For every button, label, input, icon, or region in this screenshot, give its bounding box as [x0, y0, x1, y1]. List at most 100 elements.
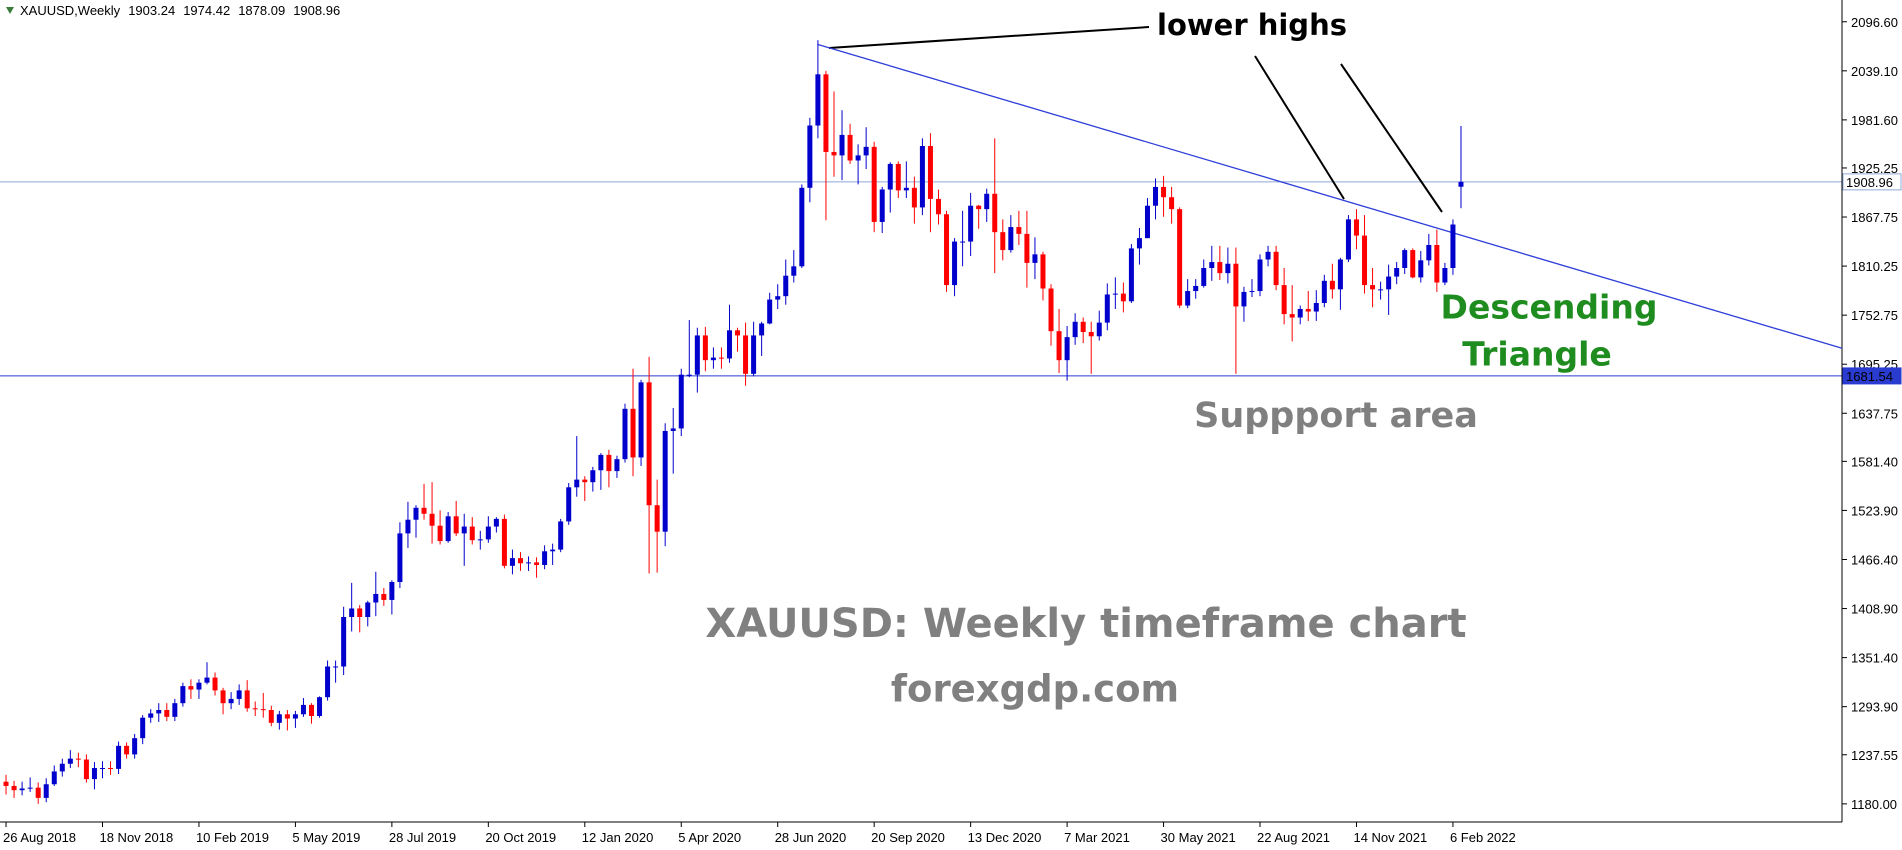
x-tick-label: 22 Aug 2021 [1257, 830, 1330, 845]
candle-body [485, 526, 491, 540]
header-value: 1878.09 [238, 3, 285, 18]
candle-body [284, 714, 290, 719]
candle-body [678, 374, 684, 429]
candle-body [1418, 260, 1424, 278]
candle-body [11, 785, 17, 791]
candle-body [566, 487, 572, 522]
candle-body [1169, 197, 1175, 210]
candle-body [300, 704, 306, 715]
candle-body [373, 593, 379, 603]
candle-body [534, 562, 540, 565]
arrow [1254, 55, 1345, 200]
candle-body [1329, 280, 1335, 290]
candle-body [590, 470, 596, 483]
y-tick-label: 1180.00 [1851, 797, 1897, 812]
candle-body [743, 335, 749, 374]
candle-body [751, 335, 757, 374]
candle-body [357, 608, 363, 618]
chart-header: XAUUSD,Weekly 1903.24 1974.42 1878.09 1908.9… [20, 3, 340, 18]
candle-body [927, 145, 933, 199]
candle-body [461, 526, 467, 534]
candle-body [437, 525, 443, 542]
y-tick-label: 1981.60 [1851, 113, 1898, 128]
candle-body [992, 193, 998, 233]
candle-body [83, 759, 89, 780]
candle-body [807, 125, 813, 188]
candle-body [156, 710, 162, 714]
x-tick-label: 5 Apr 2020 [678, 830, 741, 845]
x-tick-label: 10 Feb 2019 [196, 830, 269, 845]
candle-body [1345, 219, 1351, 260]
x-tick-label: 18 Nov 2018 [99, 830, 173, 845]
candle-body [75, 758, 81, 760]
candle-body [694, 335, 700, 375]
candle-body [1088, 332, 1094, 337]
candle-body [903, 187, 909, 191]
candle-body [767, 299, 773, 324]
candle-body [164, 710, 170, 717]
y-tick-label: 1351.40 [1851, 651, 1898, 666]
candle-body [1032, 254, 1038, 263]
candle-body [1297, 308, 1303, 318]
candle-body [268, 710, 274, 723]
candle-body [968, 205, 974, 242]
candle-body [59, 763, 65, 772]
candle-body [1370, 285, 1376, 290]
candle-body [140, 717, 146, 739]
candle-body [308, 704, 314, 716]
candle-body [1273, 251, 1279, 286]
candle-body [1378, 289, 1384, 291]
candle-body [1080, 321, 1086, 333]
price-label: 1681.54 [1846, 369, 1893, 384]
candle-body [1153, 186, 1159, 206]
candle-body [887, 163, 893, 190]
annotation: Suppport area [1194, 396, 1478, 436]
candle-body [558, 521, 564, 550]
candle-body [919, 145, 925, 208]
candle-body [509, 558, 515, 566]
x-tick-label: 28 Jun 2020 [775, 830, 847, 845]
candle-body [823, 74, 829, 152]
candle-body [1104, 294, 1110, 323]
candle-body [895, 163, 901, 191]
x-tick-label: 30 May 2021 [1161, 830, 1236, 845]
candle-body [879, 189, 885, 222]
candle-body [1217, 262, 1223, 274]
candle-body [1008, 227, 1014, 251]
y-tick-label: 1293.90 [1851, 700, 1898, 715]
candle-body [1040, 254, 1046, 289]
candle-body [614, 459, 620, 472]
candle-body [1136, 238, 1142, 249]
symbol-icon [6, 7, 14, 14]
candle-body [108, 768, 114, 770]
x-tick-label: 26 Aug 2018 [3, 830, 76, 845]
candle-body [686, 374, 692, 376]
candle-body [429, 513, 435, 526]
candle-body [389, 582, 395, 600]
candle-body [1120, 293, 1126, 302]
candle-body [99, 768, 105, 770]
candle-body [260, 709, 266, 711]
x-tick-label: 20 Oct 2019 [485, 830, 556, 845]
candle-body [783, 275, 789, 297]
candle-body [220, 690, 226, 704]
candle-body [445, 516, 451, 542]
candle-body [1410, 250, 1416, 278]
y-tick-label: 1237.55 [1851, 748, 1898, 763]
candle-body [662, 430, 668, 532]
source: forexgdp.com [891, 668, 1179, 711]
x-tick-label: 6 Feb 2022 [1450, 830, 1516, 845]
candle-body [276, 714, 282, 723]
candle-body [670, 428, 676, 431]
y-tick-label: 1752.75 [1851, 308, 1898, 323]
candle-body [292, 714, 298, 719]
candle-body [1458, 181, 1464, 187]
candle-body [799, 187, 805, 267]
caption: XAUUSD: Weekly timeframe chart [705, 601, 1466, 647]
candle-body [1321, 280, 1327, 303]
candle-body [333, 666, 339, 668]
symbol: XAUUSD,Weekly [20, 3, 121, 18]
candle-body [1434, 244, 1440, 283]
candle-body [413, 507, 419, 520]
arrow [828, 26, 1150, 49]
